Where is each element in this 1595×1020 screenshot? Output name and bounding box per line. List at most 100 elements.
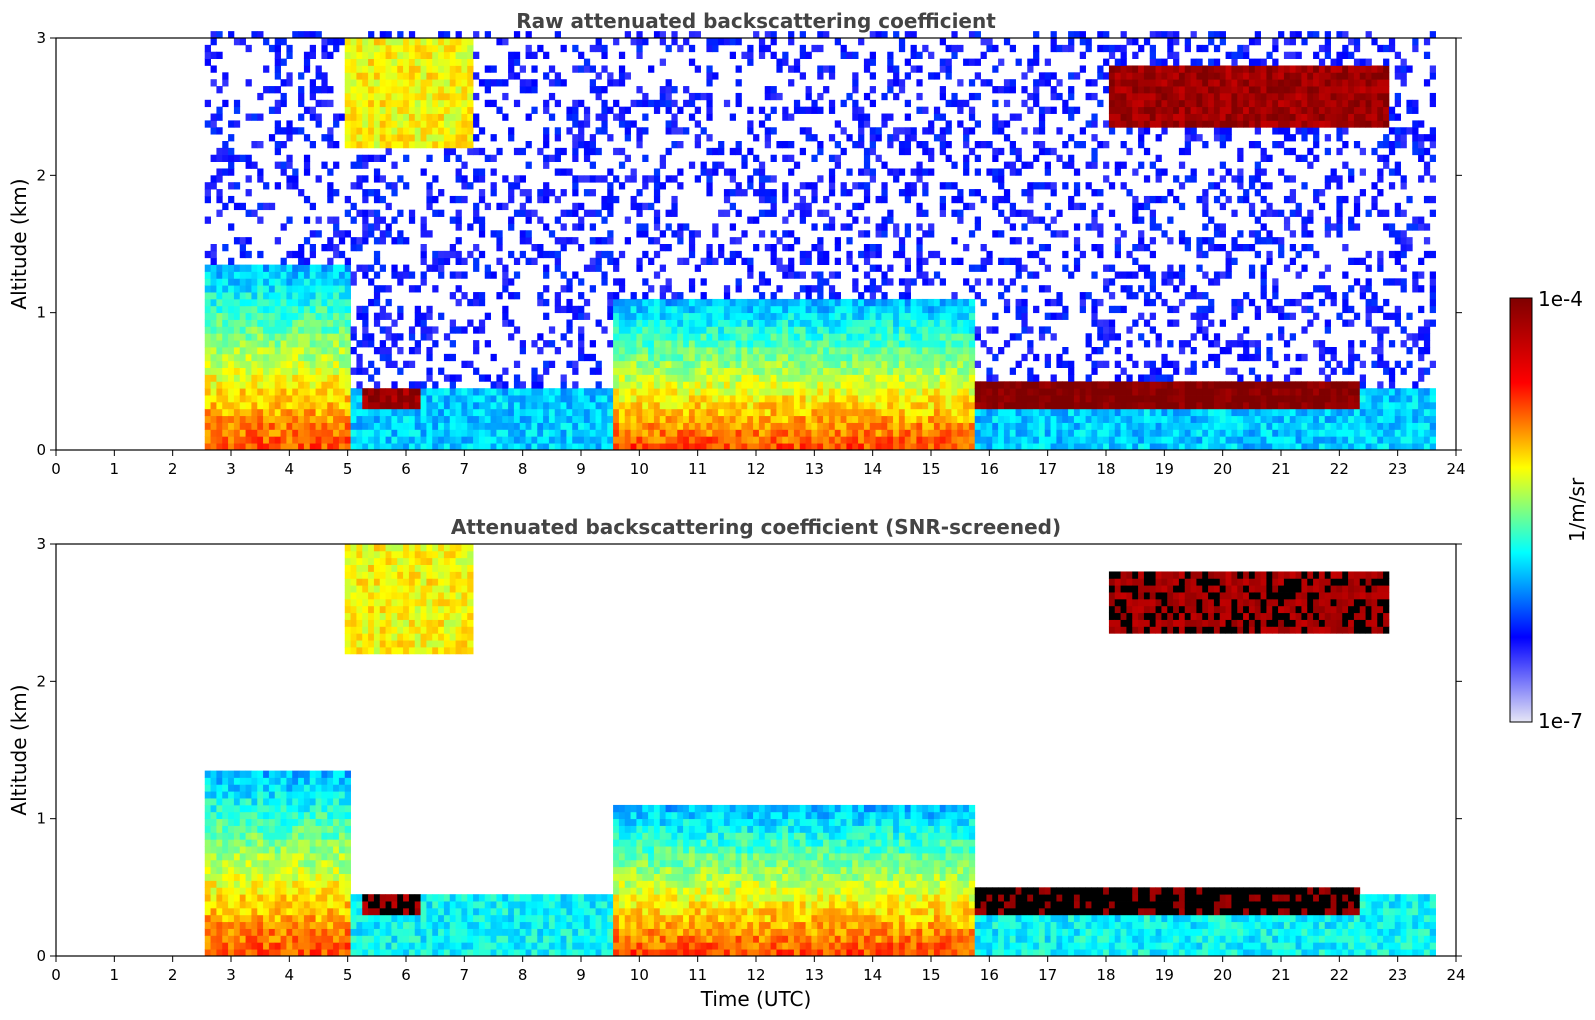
heatmap-cell bbox=[578, 278, 585, 286]
heatmap-cell bbox=[543, 182, 550, 190]
heatmap-cell bbox=[508, 127, 515, 135]
heatmap-cell bbox=[805, 443, 812, 451]
heatmap-cell bbox=[951, 195, 958, 204]
heatmap-cell bbox=[974, 58, 981, 66]
heatmap-cell bbox=[1044, 161, 1051, 169]
heatmap-cell bbox=[531, 340, 538, 348]
heatmap-cell bbox=[788, 271, 795, 279]
heatmap-cell bbox=[397, 65, 404, 73]
heatmap-cell bbox=[747, 415, 754, 423]
heatmap-cell bbox=[799, 209, 806, 217]
heatmap-cell bbox=[572, 202, 579, 211]
heatmap-cell bbox=[426, 436, 433, 444]
heatmap-cell bbox=[274, 333, 281, 341]
heatmap-cell bbox=[403, 443, 410, 451]
heatmap-cell bbox=[933, 333, 941, 341]
heatmap-cell bbox=[426, 92, 433, 101]
heatmap-cell bbox=[904, 285, 911, 293]
heatmap-cell bbox=[525, 237, 532, 245]
heatmap-cell bbox=[694, 264, 701, 272]
heatmap-cell bbox=[286, 408, 293, 417]
heatmap-cell bbox=[712, 38, 719, 46]
heatmap-cell bbox=[776, 422, 783, 430]
heatmap-cell bbox=[403, 429, 410, 437]
heatmap-cell bbox=[776, 360, 783, 368]
heatmap-cell bbox=[963, 298, 970, 307]
heatmap-cell bbox=[828, 285, 836, 293]
heatmap-cell bbox=[671, 305, 678, 314]
heatmap-cell bbox=[671, 408, 678, 417]
heatmap-cell bbox=[811, 367, 818, 375]
heatmap-cell bbox=[286, 388, 293, 396]
heatmap-cell bbox=[630, 436, 637, 444]
heatmap-cell bbox=[823, 422, 830, 430]
heatmap-cell bbox=[834, 353, 841, 362]
heatmap-cell bbox=[461, 257, 468, 265]
heatmap-cell bbox=[245, 395, 252, 403]
heatmap-cell bbox=[694, 134, 701, 142]
heatmap-cell bbox=[525, 31, 532, 39]
heatmap-cell bbox=[648, 360, 655, 368]
heatmap-cell bbox=[828, 395, 836, 403]
heatmap-cell bbox=[461, 175, 468, 183]
heatmap-cell bbox=[898, 312, 906, 320]
heatmap-cell bbox=[239, 429, 246, 437]
heatmap-cell bbox=[473, 257, 480, 265]
heatmap-cell bbox=[776, 65, 783, 73]
heatmap-cell bbox=[665, 106, 672, 114]
heatmap-cell bbox=[327, 367, 334, 375]
heatmap-cell bbox=[1091, 244, 1098, 252]
heatmap-cell bbox=[513, 443, 521, 451]
heatmap-cell bbox=[893, 223, 900, 231]
heatmap-cell bbox=[980, 388, 987, 396]
heatmap-cell bbox=[1050, 182, 1057, 190]
heatmap-cell bbox=[618, 250, 626, 259]
heatmap-cell bbox=[315, 326, 322, 334]
heatmap-cell bbox=[461, 51, 468, 59]
heatmap-cell bbox=[414, 401, 421, 410]
heatmap-cell bbox=[764, 31, 771, 39]
heatmap-cell bbox=[788, 312, 795, 320]
heatmap-cell bbox=[712, 147, 719, 156]
heatmap-cell bbox=[461, 422, 468, 430]
heatmap-cell bbox=[601, 106, 608, 114]
heatmap-cell bbox=[863, 58, 871, 66]
heatmap-cell bbox=[572, 154, 579, 162]
heatmap-cell bbox=[694, 175, 701, 183]
heatmap-cell bbox=[747, 395, 754, 403]
heatmap-cell bbox=[321, 271, 328, 279]
heatmap-cell bbox=[222, 305, 229, 314]
heatmap-cell bbox=[963, 168, 970, 176]
heatmap-cell bbox=[309, 264, 316, 272]
heatmap-cell bbox=[513, 360, 521, 368]
heatmap-cell bbox=[508, 436, 515, 444]
heatmap-cell bbox=[968, 326, 976, 334]
heatmap-cell bbox=[875, 340, 882, 348]
heatmap-cell bbox=[449, 38, 456, 46]
heatmap-cell bbox=[373, 189, 381, 197]
heatmap-cell bbox=[356, 443, 363, 451]
heatmap-cell bbox=[1044, 436, 1051, 444]
heatmap-cell bbox=[379, 127, 386, 135]
heatmap-cell bbox=[554, 127, 561, 135]
heatmap-cell bbox=[863, 92, 871, 101]
heatmap-cell bbox=[379, 106, 386, 114]
heatmap-cell bbox=[338, 353, 346, 362]
heatmap-cell bbox=[350, 92, 357, 101]
heatmap-cell bbox=[473, 51, 480, 59]
heatmap-cell bbox=[455, 257, 462, 265]
heatmap-cell bbox=[344, 285, 351, 293]
heatmap-cell bbox=[782, 298, 789, 307]
heatmap-cell bbox=[735, 353, 742, 362]
heatmap-cell bbox=[321, 99, 328, 108]
heatmap-cell bbox=[607, 195, 614, 204]
heatmap-cell bbox=[233, 120, 241, 128]
heatmap-cell bbox=[630, 305, 637, 314]
heatmap-cell bbox=[327, 422, 334, 430]
heatmap-cell bbox=[893, 429, 900, 437]
heatmap-cell bbox=[292, 347, 299, 355]
heatmap-cell bbox=[671, 99, 678, 108]
heatmap-cell bbox=[793, 202, 801, 211]
heatmap-cell bbox=[933, 422, 941, 430]
heatmap-cell bbox=[665, 347, 672, 355]
